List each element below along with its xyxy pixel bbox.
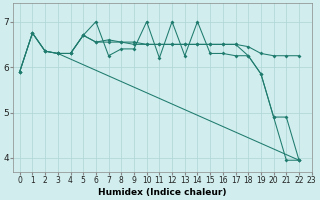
X-axis label: Humidex (Indice chaleur): Humidex (Indice chaleur) <box>98 188 227 197</box>
